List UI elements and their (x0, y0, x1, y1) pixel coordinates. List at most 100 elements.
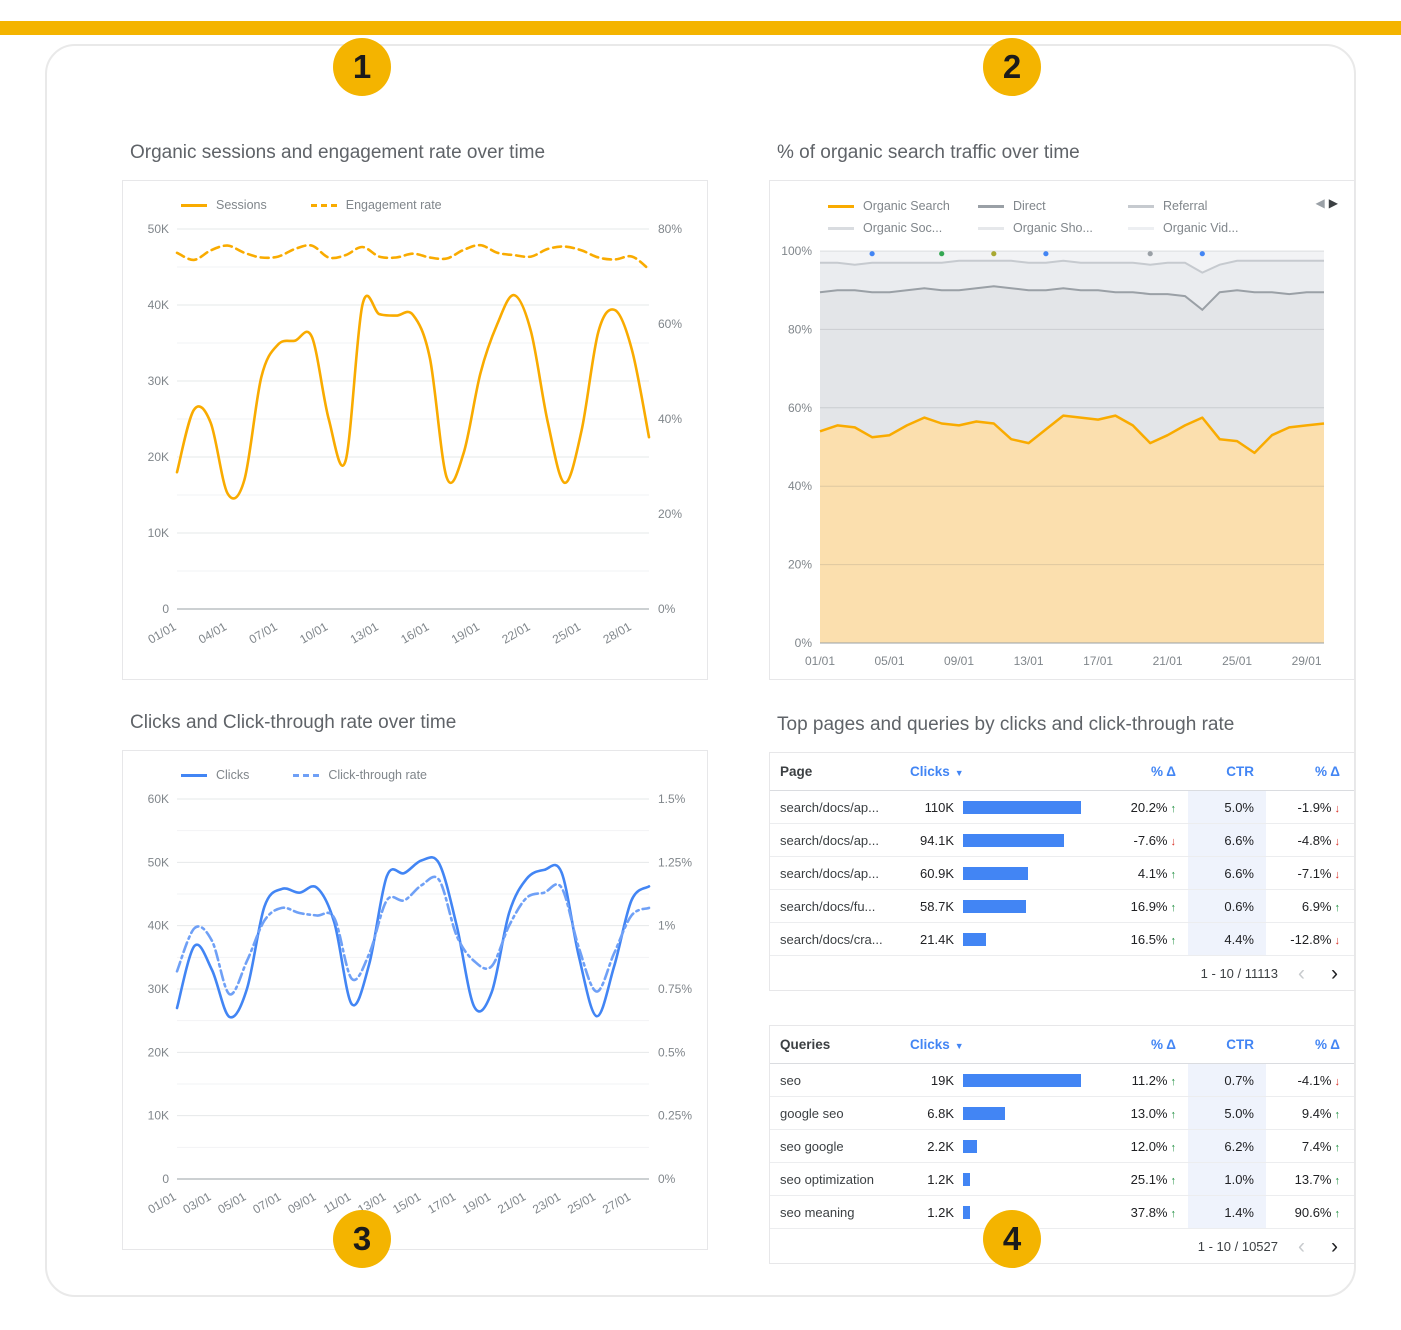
trend-up-icon: ↑ (1170, 934, 1177, 947)
pagination-prev-icon[interactable]: ‹ (1298, 961, 1305, 985)
row-label: seo (780, 1072, 801, 1088)
column-header-clicks[interactable]: Clicks ▼ (896, 1037, 1102, 1052)
column-header-ctr-delta[interactable]: % Δ (1315, 1037, 1340, 1052)
ctr-cell: 0.7% (1188, 1064, 1266, 1096)
column-header-queries[interactable]: Queries (780, 1037, 831, 1052)
ctr-delta-value: 9.4% (1301, 1105, 1332, 1121)
svg-text:0.5%: 0.5% (658, 1045, 686, 1059)
legend-pagination: ◀ ▶ (1316, 197, 1338, 209)
clicks-bar (963, 932, 986, 946)
row-label: seo optimization (780, 1171, 874, 1187)
ctr-delta-value: -12.8% (1290, 931, 1332, 947)
svg-text:0: 0 (162, 602, 169, 616)
clicks-bar-cell (962, 932, 1102, 946)
ctr-cell: 1.0% (1188, 1163, 1266, 1195)
svg-text:21/01: 21/01 (1153, 654, 1183, 668)
legend-label: Click-through rate (328, 768, 427, 782)
column-header-delta[interactable]: % Δ (1151, 764, 1176, 779)
svg-text:07/01: 07/01 (247, 619, 280, 646)
clicks-value: 58.7K (920, 898, 954, 914)
legend-swatch (1128, 226, 1154, 230)
top-pages-table: Page Clicks ▼ % Δ CTR % Δ search/docs/ap... 110… (769, 752, 1355, 991)
clicks-bar (963, 800, 1081, 814)
trend-up-icon: ↑ (1334, 1108, 1341, 1121)
column-header-delta[interactable]: % Δ (1151, 1037, 1176, 1052)
svg-text:10/01: 10/01 (297, 619, 330, 646)
svg-text:60%: 60% (788, 401, 812, 415)
clicks-bar-cell (962, 1205, 1102, 1219)
legend-label: Organic Search (863, 199, 950, 213)
delta-value: 12.0% (1130, 1138, 1168, 1154)
ctr-delta-cell: 7.4% ↑ (1266, 1139, 1352, 1154)
delta-cell: -7.6% ↓ (1102, 833, 1188, 848)
column-header-clicks[interactable]: Clicks ▼ (896, 764, 1102, 779)
svg-text:100%: 100% (781, 244, 812, 258)
legend-label: Direct (1013, 199, 1046, 213)
ctr-delta-value: -4.1% (1297, 1072, 1332, 1088)
svg-text:50K: 50K (148, 222, 169, 236)
svg-text:09/01: 09/01 (944, 654, 974, 668)
ctr-delta-cell: 90.6% ↑ (1266, 1205, 1352, 1220)
clicks-bar (963, 833, 1064, 847)
svg-text:40K: 40K (148, 919, 169, 933)
svg-text:03/01: 03/01 (180, 1189, 213, 1216)
legend-next-icon[interactable]: ▶ (1328, 196, 1338, 210)
column-header-ctr[interactable]: CTR (1226, 1037, 1254, 1052)
trend-down-icon: ↓ (1334, 868, 1341, 881)
legend-row: Organic Search Direct Referral (828, 195, 1338, 217)
legend-prev-icon[interactable]: ◀ (1315, 196, 1325, 210)
ctr-delta-value: -7.1% (1297, 865, 1332, 881)
table-row: search/docs/ap... 60.9K 4.1% ↑ 6.6% -7.1% ↓ (770, 857, 1354, 890)
trend-up-icon: ↑ (1334, 1174, 1341, 1187)
column-header-ctr-delta[interactable]: % Δ (1315, 764, 1340, 779)
clicks-bar (963, 866, 1028, 880)
legend-label: Clicks (216, 768, 250, 782)
delta-value: 25.1% (1130, 1171, 1168, 1187)
legend-swatch (181, 773, 207, 777)
svg-text:23/01: 23/01 (530, 1189, 563, 1216)
trend-down-icon: ↓ (1334, 802, 1341, 815)
svg-text:13/01: 13/01 (348, 619, 381, 646)
trend-up-icon: ↑ (1170, 901, 1177, 914)
pagination-prev-icon[interactable]: ‹ (1298, 1234, 1305, 1258)
clicks-bar (963, 1073, 1081, 1087)
legend-label: Sessions (216, 198, 267, 212)
pagination-next-icon[interactable]: › (1331, 961, 1338, 985)
svg-text:05/01: 05/01 (215, 1189, 248, 1216)
ctr-cell: 4.4% (1188, 923, 1266, 955)
legend-swatch (293, 773, 320, 777)
delta-value: 16.9% (1130, 898, 1168, 914)
annotation-badge-3: 3 (333, 1210, 391, 1268)
ctr-delta-value: 90.6% (1294, 1204, 1332, 1220)
svg-text:0%: 0% (658, 602, 676, 616)
clicks-value: 19K (930, 1072, 954, 1088)
table-row: seo meaning 1.2K 37.8% ↑ 1.4% 90.6% ↑ (770, 1196, 1354, 1229)
table-row: seo 19K 11.2% ↑ 0.7% -4.1% ↓ (770, 1064, 1354, 1097)
report-card: Organic sessions and engagement rate ove… (45, 44, 1356, 1297)
svg-text:13/01: 13/01 (1014, 654, 1044, 668)
trend-up-icon: ↑ (1170, 868, 1177, 881)
column-header-ctr[interactable]: CTR (1226, 764, 1254, 779)
svg-text:0%: 0% (658, 1172, 676, 1186)
legend-item: Engagement rate (310, 198, 442, 212)
delta-value: 37.8% (1130, 1204, 1168, 1220)
svg-text:1%: 1% (658, 919, 676, 933)
svg-text:17/01: 17/01 (425, 1189, 458, 1216)
pagination-next-icon[interactable]: › (1331, 1234, 1338, 1258)
column-header-page[interactable]: Page (780, 764, 813, 779)
svg-text:05/01: 05/01 (874, 654, 904, 668)
svg-text:21/01: 21/01 (495, 1189, 528, 1216)
delta-cell: 12.0% ↑ (1102, 1139, 1188, 1154)
svg-text:20K: 20K (148, 1045, 169, 1059)
svg-text:15/01: 15/01 (390, 1189, 423, 1216)
delta-cell: 13.0% ↑ (1102, 1106, 1188, 1121)
svg-text:20%: 20% (788, 558, 812, 572)
svg-text:80%: 80% (658, 222, 682, 236)
svg-text:22/01: 22/01 (499, 619, 532, 646)
organic-share-chart: 0% 20% 40% 60% 80% 100% 01/01 05/01 09/01 13/01 17… (770, 239, 1354, 679)
legend-item: Organic Vid... (1128, 221, 1278, 235)
trend-down-icon: ↓ (1334, 934, 1341, 947)
delta-cell: 37.8% ↑ (1102, 1205, 1188, 1220)
legend-label: Referral (1163, 199, 1208, 213)
